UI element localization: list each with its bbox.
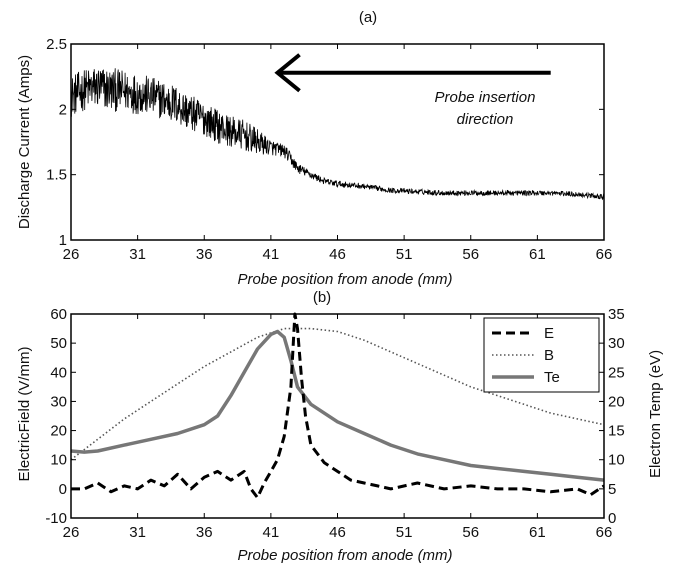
series-te-line (70, 329, 605, 482)
chart-b-xtick-label: 46 (329, 524, 346, 541)
chart-b-y2tick-label: 15 (608, 423, 625, 440)
chart-b-y2tick-label: 20 (608, 393, 625, 410)
chart-a-annotation: Probe insertion direction (274, 53, 551, 128)
legend-box (483, 317, 600, 393)
annotation-line1: Probe insertion (435, 89, 536, 106)
chart-b-xtick-label: 66 (596, 524, 613, 541)
chart-b-ytick-label: 60 (50, 306, 67, 323)
chart-a-xtick-label: 41 (263, 246, 280, 263)
chart-a-xtick-label: 26 (63, 246, 80, 263)
legend-label-b: B (544, 347, 554, 364)
chart-a-series (71, 68, 605, 201)
chart-a-xtick-label: 31 (129, 246, 146, 263)
chart-b-xtick-label: 56 (462, 524, 479, 541)
legend-label-e: E (544, 325, 554, 342)
chart-b-ytick-label: 0 (59, 481, 67, 498)
chart-b-title: (b) (313, 289, 331, 306)
chart-b-ytick-label: 20 (50, 423, 67, 440)
chart-b-ytick-label: 30 (50, 393, 67, 410)
chart-b-xlabel: Probe position from anode (mm) (237, 547, 452, 564)
chart-b-y2tick-label: 30 (608, 335, 625, 352)
legend-label-te: Te (544, 369, 560, 386)
chart-b-y2tick-label: 5 (608, 481, 616, 498)
chart-b-xtick-label: 61 (529, 524, 546, 541)
chart-b-legend: EB Te (483, 317, 600, 393)
chart-b-xtick-label: 41 (263, 524, 280, 541)
chart-b: (b) 26 31 36 41 46 51 56 61 66 -10 0 10 20 30 40 50 60 0 5… (16, 289, 664, 564)
chart-b-xtick-label: 26 (63, 524, 80, 541)
chart-b-ytick-label: 50 (50, 335, 67, 352)
chart-b-y2tick-label: 10 (608, 452, 625, 469)
chart-a-ytick-label: 1 (59, 232, 67, 249)
chart-a-xtick-label: 46 (329, 246, 346, 263)
chart-b-ticks: 26 31 36 41 46 51 56 61 66 -10 0 10 20 30 40 50 60 0 5 10 15… (45, 306, 624, 541)
chart-b-y2tick-label: 25 (608, 364, 625, 381)
chart-b-xtick-label: 51 (396, 524, 413, 541)
discharge-current-series (71, 68, 605, 201)
chart-b-y2tick-label: 35 (608, 306, 625, 323)
chart-a-title: (a) (359, 9, 377, 26)
chart-a-xtick-label: 51 (396, 246, 413, 263)
chart-a: (a) 26 31 36 41 46 51 56 61 66 1 1.5 2 2.5 Discharge… (16, 9, 612, 288)
chart-a-ylabel: Discharge Current (Amps) (16, 55, 33, 229)
chart-a-xlabel: Probe position from anode (mm) (237, 271, 452, 288)
chart-b-y2tick-label: 0 (608, 510, 616, 527)
chart-b-ytick-label: 40 (50, 364, 67, 381)
chart-a-ytick-label: 2.5 (46, 36, 67, 53)
annotation-arrow-head (274, 53, 301, 93)
chart-b-ytick-label: -10 (45, 510, 67, 527)
chart-a-xtick-label: 56 (462, 246, 479, 263)
annotation-line2: direction (457, 111, 514, 128)
series-b-line (70, 327, 605, 461)
chart-b-y2label: Electron Temp (eV) (647, 350, 664, 478)
chart-b-xtick-label: 31 (129, 524, 146, 541)
chart-a-ytick-label: 1.5 (46, 167, 67, 184)
chart-a-ticks: 26 31 36 41 46 51 56 61 66 1 1.5 2 2.5 (46, 36, 612, 263)
chart-b-series (70, 312, 605, 500)
chart-a-xtick-label: 66 (596, 246, 613, 263)
chart-a-ytick-label: 2 (59, 101, 67, 118)
series-e-line (71, 312, 605, 500)
chart-a-xtick-label: 36 (196, 246, 213, 263)
chart-b-ylabel: ElectricField (V/mm) (16, 346, 33, 481)
chart-b-ytick-label: 10 (50, 452, 67, 469)
chart-b-xtick-label: 36 (196, 524, 213, 541)
chart-a-xtick-label: 61 (529, 246, 546, 263)
